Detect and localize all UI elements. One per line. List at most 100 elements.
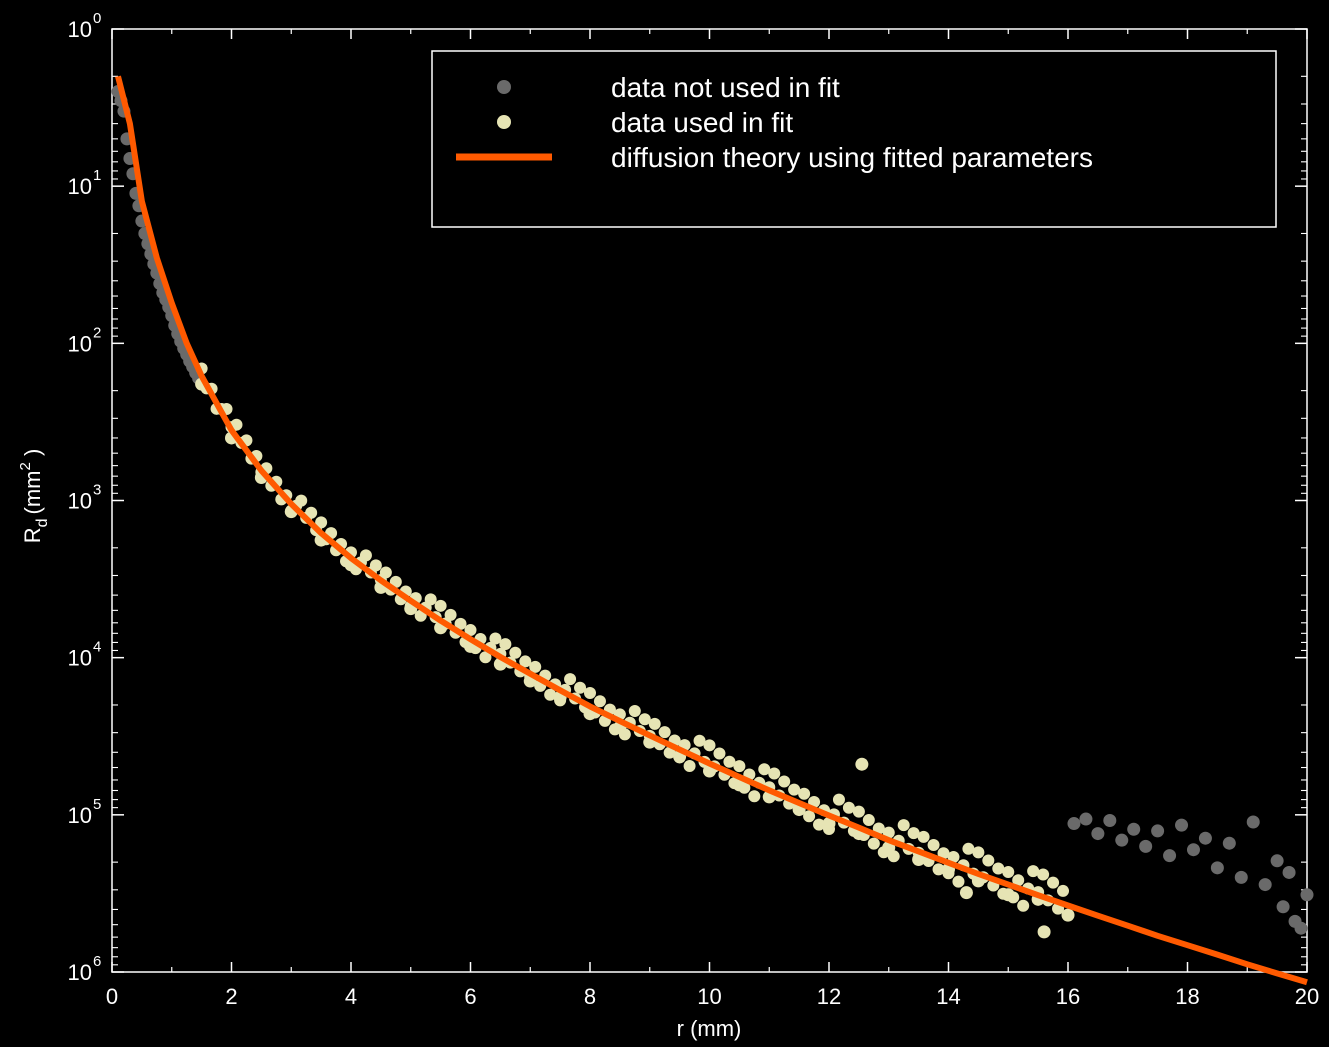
data-point-used bbox=[1037, 868, 1050, 881]
data-point-used bbox=[663, 746, 676, 759]
data-point-used bbox=[798, 787, 811, 800]
data-point-used bbox=[499, 638, 512, 651]
y-tick-exponent: 0 bbox=[93, 10, 101, 27]
data-point-used bbox=[738, 781, 751, 794]
data-point-not-used bbox=[1270, 854, 1284, 868]
x-tick-label: 4 bbox=[345, 984, 357, 1009]
data-point-used bbox=[997, 887, 1010, 900]
y-tick-exponent: 1 bbox=[93, 167, 101, 184]
data-point-not-used bbox=[1210, 861, 1224, 875]
x-tick-label: 16 bbox=[1056, 984, 1080, 1009]
y-tick-exponent: 3 bbox=[93, 482, 101, 499]
data-point-used bbox=[489, 632, 502, 645]
data-point-used bbox=[855, 757, 869, 771]
data-point-used bbox=[992, 862, 1005, 875]
data-point-used bbox=[1012, 874, 1025, 887]
data-point-not-used bbox=[1258, 878, 1272, 892]
data-point-used bbox=[424, 593, 437, 606]
data-point-used bbox=[584, 687, 596, 700]
y-tick-label: 10 bbox=[68, 489, 92, 514]
x-tick-label: 14 bbox=[936, 984, 960, 1009]
x-tick-label: 0 bbox=[106, 984, 118, 1009]
data-point-used bbox=[693, 734, 706, 747]
data-point-used bbox=[728, 777, 741, 790]
data-point-used bbox=[1002, 865, 1015, 878]
data-point-used bbox=[1007, 891, 1020, 904]
x-tick-label: 18 bbox=[1175, 984, 1199, 1009]
data-point-used bbox=[464, 624, 477, 637]
data-point-used bbox=[1047, 876, 1060, 889]
legend-marker-used bbox=[497, 115, 511, 129]
data-point-used bbox=[937, 847, 950, 860]
data-point-used bbox=[519, 655, 532, 668]
theory-curve bbox=[115, 75, 1308, 986]
data-point-used bbox=[1027, 865, 1040, 878]
data-point-used bbox=[618, 728, 631, 741]
data-point-not-used bbox=[1103, 814, 1117, 828]
data-point-used bbox=[758, 763, 771, 776]
data-point-used bbox=[1017, 899, 1030, 912]
data-point-used bbox=[529, 660, 542, 673]
data-point-used bbox=[379, 566, 392, 579]
legend-label-used: data used in fit bbox=[611, 107, 793, 138]
data-point-used bbox=[887, 850, 900, 863]
y-axis-label-subscript: d bbox=[34, 518, 51, 527]
data-point-used bbox=[369, 559, 382, 572]
data-point-used bbox=[733, 760, 746, 773]
x-tick-label: 2 bbox=[225, 984, 237, 1009]
data-point-used bbox=[768, 767, 781, 780]
data-point-used bbox=[832, 793, 845, 806]
y-tick-exponent: 2 bbox=[93, 324, 101, 341]
y-axis-label-unit-close: ) bbox=[20, 449, 45, 462]
data-point-not-used bbox=[1115, 833, 1129, 847]
y-tick-label: 10 bbox=[68, 960, 92, 985]
data-point-used bbox=[803, 810, 816, 823]
data-point-used bbox=[444, 608, 457, 621]
legend-marker-not-used bbox=[497, 80, 511, 94]
data-point-used bbox=[877, 846, 890, 859]
data-point-not-used bbox=[1079, 812, 1093, 826]
fit-layer bbox=[115, 75, 1308, 986]
data-point-not-used bbox=[1091, 827, 1105, 841]
data-point-used bbox=[917, 830, 930, 843]
data-point-used bbox=[788, 783, 801, 796]
y-tick-label: 10 bbox=[68, 331, 92, 356]
data-point-used bbox=[315, 516, 328, 529]
data-point-not-used bbox=[1276, 900, 1290, 914]
data-point-used bbox=[842, 801, 855, 814]
data-point-used bbox=[897, 819, 910, 832]
y-tick-label: 10 bbox=[68, 646, 92, 671]
data-point-used bbox=[907, 827, 920, 840]
x-tick-label: 10 bbox=[697, 984, 721, 1009]
data-point-not-used bbox=[1198, 831, 1212, 845]
data-point-not-used bbox=[1151, 824, 1165, 838]
data-point-used bbox=[544, 688, 557, 701]
data-point-not-used bbox=[1294, 921, 1308, 935]
data-point-used bbox=[1061, 908, 1075, 922]
legend-label-not-used: data not used in fit bbox=[611, 72, 840, 103]
data-point-used bbox=[972, 846, 985, 859]
data-point-used bbox=[1037, 925, 1051, 939]
data-point-used bbox=[713, 747, 726, 760]
y-tick-exponent: 5 bbox=[93, 796, 101, 813]
data-point-not-used bbox=[1282, 865, 1296, 879]
data-point-not-used bbox=[1234, 870, 1248, 884]
data-point-not-used bbox=[1175, 818, 1189, 832]
y-axis-label-unit-sup: 2 bbox=[17, 462, 34, 470]
data-point-not-used bbox=[1222, 836, 1236, 850]
data-point-used bbox=[982, 854, 995, 867]
svg-text:Rd(mm2 ): Rd (mm2 ) bbox=[17, 449, 51, 544]
data-point-used bbox=[305, 506, 318, 519]
data-point-not-used bbox=[1246, 815, 1260, 829]
data-point-used bbox=[723, 755, 736, 768]
data-point-used bbox=[683, 759, 696, 772]
data-point-used bbox=[628, 704, 641, 717]
data-point-used bbox=[932, 863, 945, 876]
data-point-used bbox=[564, 673, 577, 686]
data-point-used bbox=[867, 837, 880, 850]
data-point-used bbox=[359, 549, 372, 562]
data-point-not-used bbox=[1127, 822, 1141, 836]
data-point-used bbox=[509, 646, 522, 659]
y-axis-label-base: R bbox=[20, 527, 45, 543]
data-point-used bbox=[454, 617, 467, 630]
